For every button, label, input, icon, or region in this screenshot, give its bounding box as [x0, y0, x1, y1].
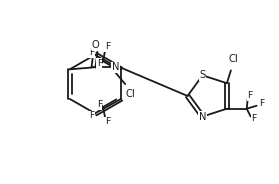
Text: F: F: [251, 114, 256, 123]
Text: F: F: [259, 99, 264, 108]
Text: F: F: [105, 42, 110, 51]
Text: F: F: [105, 117, 110, 126]
Text: S: S: [199, 70, 206, 80]
Text: N: N: [112, 62, 119, 72]
Text: Cl: Cl: [125, 89, 135, 99]
Text: F: F: [97, 100, 102, 109]
Text: F: F: [247, 91, 252, 100]
Text: F: F: [89, 48, 94, 57]
Text: O: O: [92, 40, 99, 50]
Text: F: F: [89, 111, 94, 120]
Text: F: F: [97, 59, 102, 68]
Text: N: N: [199, 112, 206, 122]
Text: Cl: Cl: [229, 54, 239, 64]
